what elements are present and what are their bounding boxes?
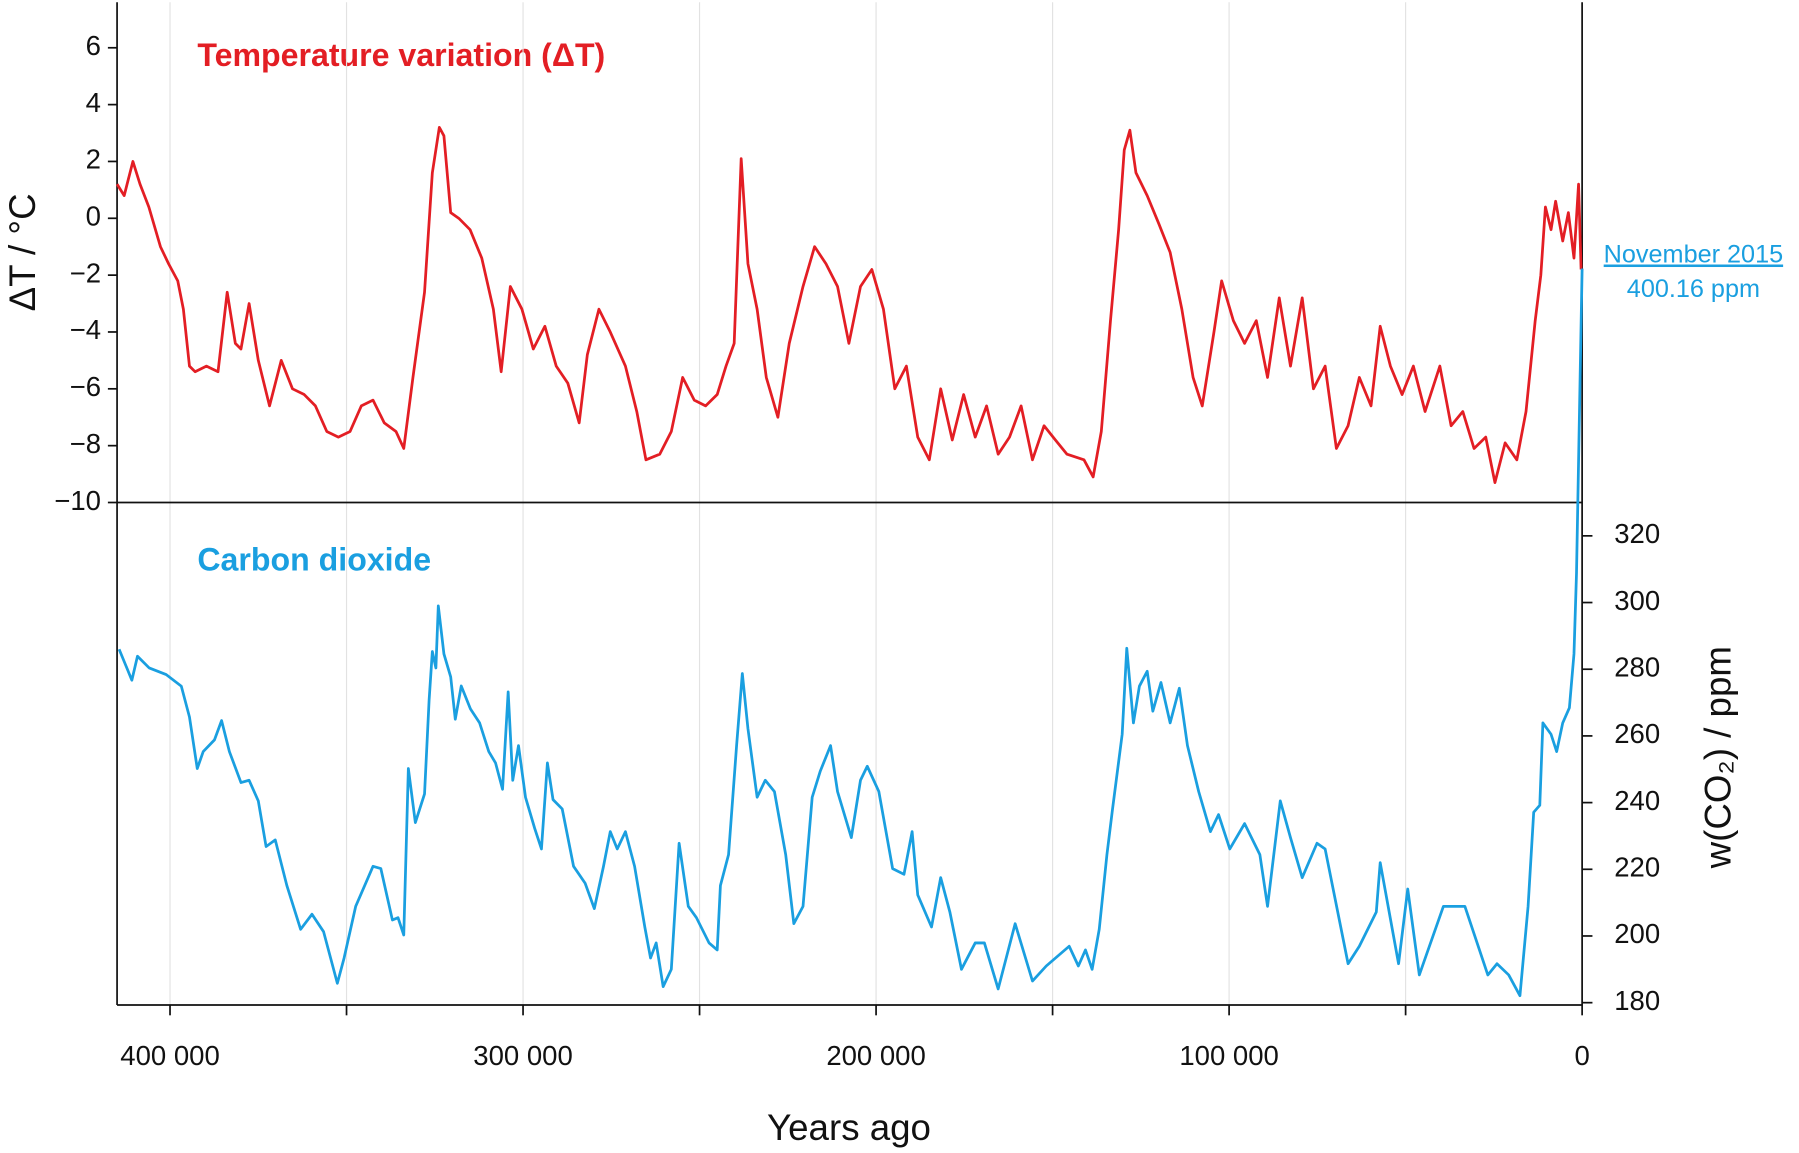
y2-tick-label: 300: [1614, 585, 1660, 616]
y-tick-label: −6: [70, 371, 101, 402]
temperature-title: Temperature variation (ΔT): [197, 37, 605, 73]
y-tick-label: 4: [86, 87, 101, 118]
y-tick-label: 0: [86, 201, 101, 232]
x-tick-label: 0: [1574, 1040, 1589, 1071]
y2-tick-label: 220: [1614, 852, 1660, 883]
y-tick-label: −4: [70, 314, 101, 345]
y-tick-label: −10: [54, 485, 101, 516]
y2-axis-label: w(CO₂) / ppm: [1698, 646, 1739, 869]
series-line: [115, 125, 1583, 485]
y2-tick-label: 240: [1614, 785, 1660, 816]
annotation-value: 400.16 ppm: [1627, 275, 1760, 303]
y2-tick-label: 320: [1614, 518, 1660, 549]
y2-tick-label: 260: [1614, 718, 1660, 749]
annotation-date: November 2015: [1604, 241, 1783, 269]
x-tick-label: 400 000: [120, 1040, 219, 1071]
y-tick-label: −2: [70, 257, 101, 288]
y-tick-label: −8: [70, 428, 101, 459]
x-tick-label: 200 000: [826, 1040, 925, 1071]
series-line: [117, 268, 1584, 998]
y-axis-label: ΔT / °C: [2, 193, 43, 311]
y-tick-label: 2: [86, 144, 101, 175]
x-tick-label: 100 000: [1179, 1040, 1278, 1071]
y-tick-label: 6: [86, 30, 101, 61]
y2-tick-label: 280: [1614, 651, 1660, 682]
co2-title: Carbon dioxide: [197, 542, 431, 578]
x-tick-label: 300 000: [473, 1040, 572, 1071]
y2-tick-label: 180: [1614, 985, 1660, 1016]
y2-tick-label: 200: [1614, 918, 1660, 949]
x-axis-label: Years ago: [767, 1107, 931, 1148]
